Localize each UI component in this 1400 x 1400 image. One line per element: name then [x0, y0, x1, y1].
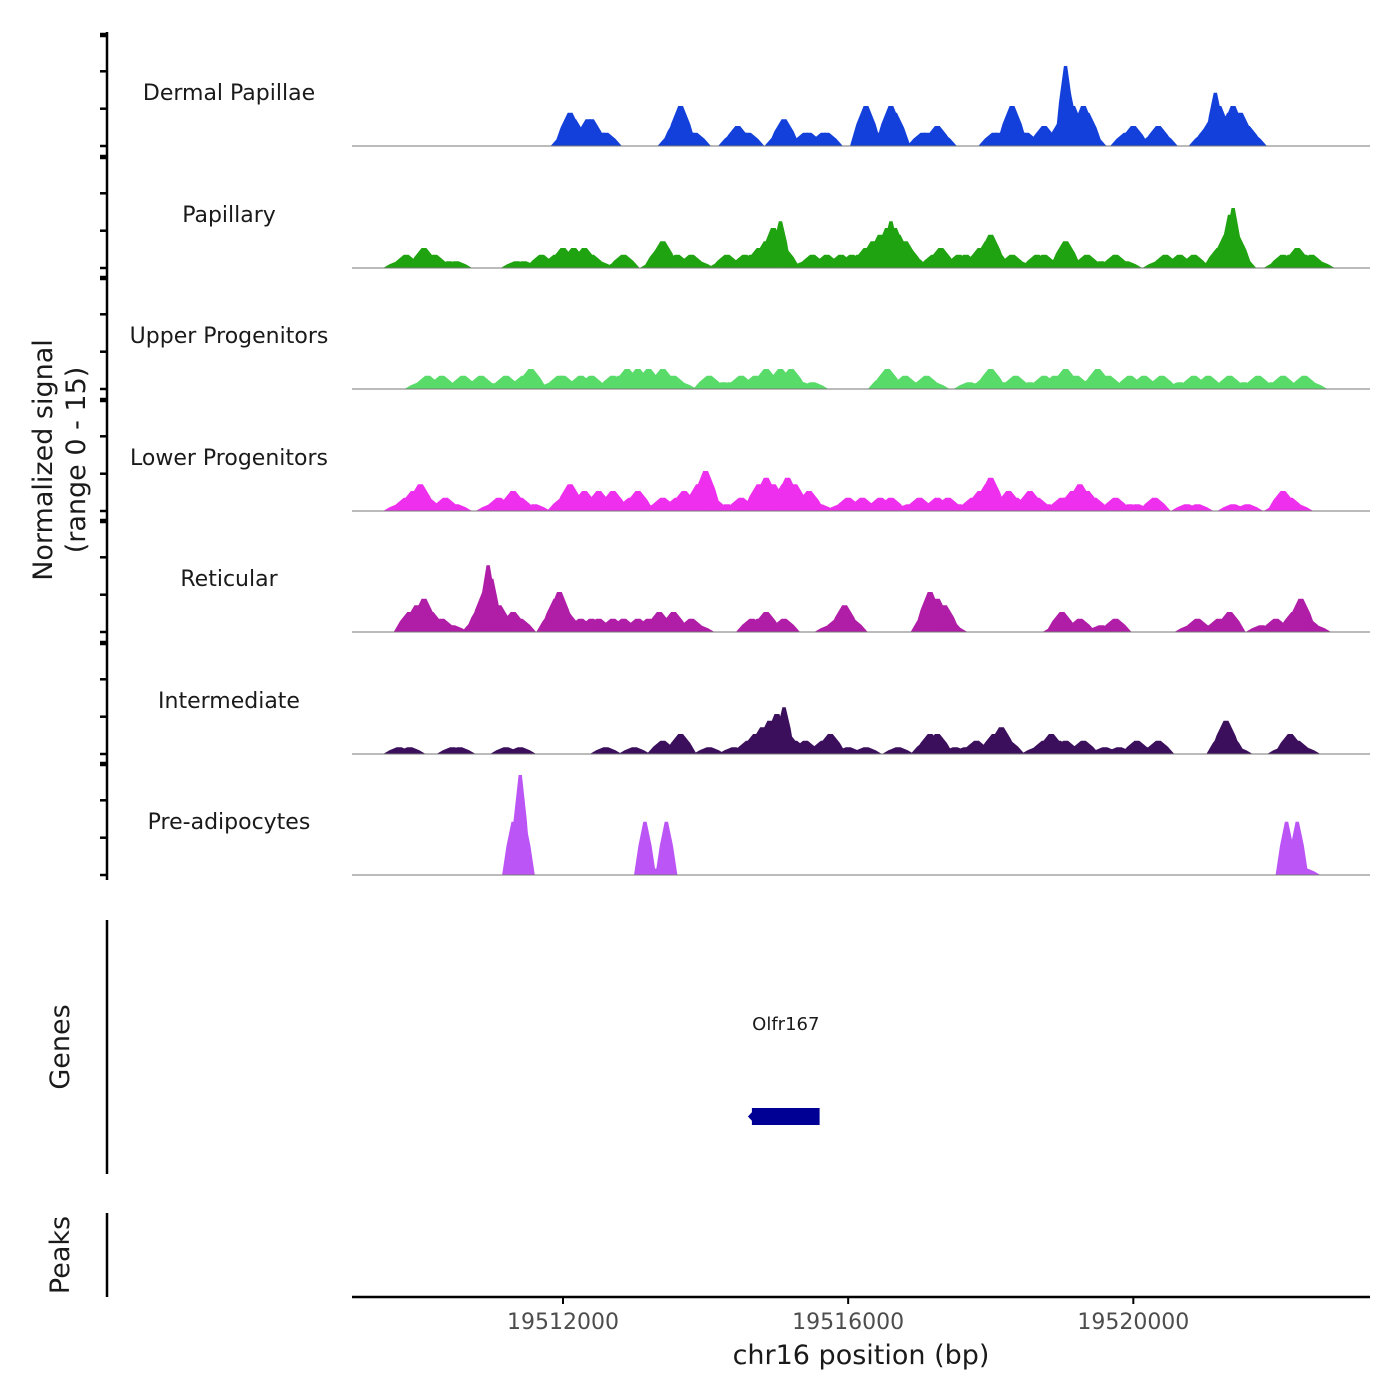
signal-peak: [1110, 261, 1143, 268]
signal-peak: [1117, 126, 1150, 146]
genes-track-label: Genes: [45, 1004, 76, 1089]
signal-peak: [655, 821, 678, 875]
signal-peak: [1067, 740, 1100, 754]
signal-peak: [440, 261, 473, 268]
signal-peak: [768, 618, 800, 632]
gene-strand-arrow: [747, 1109, 755, 1124]
signal-peak: [512, 821, 535, 875]
signal-peak: [664, 734, 697, 754]
track-label: Papillary: [182, 203, 276, 228]
signal-peak: [935, 625, 968, 632]
track-label: Pre-adipocytes: [148, 810, 311, 835]
signal-peak: [1234, 132, 1267, 146]
signal-peak: [1224, 254, 1257, 268]
signal-peak: [589, 747, 622, 754]
gene-body-Olfr167: [751, 1108, 820, 1125]
signal-peak: [440, 504, 473, 511]
signal-peak: [518, 504, 551, 511]
signal-peak: [514, 369, 547, 389]
track-intermediate: Intermediate: [158, 689, 1370, 755]
track-lower-progenitors: Lower Progenitors: [130, 446, 1370, 512]
track-label: Reticular: [180, 567, 278, 592]
signal-peak: [443, 747, 476, 754]
signal-peak: [835, 618, 868, 632]
track-label: Upper Progenitors: [130, 324, 329, 349]
signal-peak: [607, 254, 640, 268]
track-label: Lower Progenitors: [130, 446, 328, 471]
signal-peak: [678, 132, 711, 146]
signal-peak: [803, 504, 836, 511]
signal-peak: [589, 132, 622, 146]
signal-peak: [664, 382, 697, 389]
track-upper-progenitors: Upper Progenitors: [130, 324, 1370, 390]
signal-peak: [1302, 261, 1335, 268]
coverage-y-ticks: [100, 32, 107, 877]
signal-peak: [1142, 740, 1175, 754]
signal-peak: [810, 132, 843, 146]
signal-peak: [1099, 618, 1132, 632]
x-axis-label: chr16 position (bp): [733, 1340, 990, 1371]
x-tick-label: 19520000: [1077, 1310, 1189, 1335]
signal-peak: [1063, 618, 1096, 632]
signal-peak: [1145, 132, 1178, 146]
gene-name-label: Olfr167: [752, 1014, 819, 1035]
signal-peak: [1074, 132, 1107, 146]
signal-peak: [504, 747, 537, 754]
signal-peak: [1220, 747, 1253, 754]
signal-peak: [634, 821, 656, 875]
signal-peak: [1288, 747, 1321, 754]
signal-peak: [582, 261, 615, 268]
signal-peak: [1299, 625, 1332, 632]
signal-peak: [924, 132, 957, 146]
signal-peak: [682, 261, 715, 268]
signal-peak: [1286, 821, 1309, 875]
signal-peak: [1138, 497, 1171, 511]
signal-peak: [393, 747, 426, 754]
x-tick-label: 19512000: [507, 1310, 619, 1335]
track-reticular: Reticular: [180, 565, 1370, 633]
signal-peak: [878, 112, 911, 146]
track-papillary: Papillary: [182, 203, 1370, 269]
signal-peak: [1295, 382, 1328, 389]
coverage-tracks: Dermal Papillae Papillary Upper Progenitor…: [130, 66, 1370, 876]
signal-peak: [682, 625, 715, 632]
x-tick-label: 19516000: [792, 1310, 904, 1335]
signal-peak: [917, 382, 950, 389]
track-label: Dermal Papillae: [143, 81, 315, 106]
peaks-track-label: Peaks: [45, 1216, 76, 1294]
track-dermal-papillae: Dermal Papillae: [143, 66, 1370, 147]
signal-peak: [732, 132, 765, 146]
signal-peak: [693, 747, 726, 754]
signal-peak: [1181, 504, 1214, 511]
signal-peak: [1231, 504, 1264, 511]
y-axis-label-line1: Normalized signal: [28, 339, 59, 581]
track-label: Intermediate: [158, 689, 300, 714]
signal-peak: [436, 625, 469, 632]
y-axis-label-line2: (range 0 - 15): [61, 367, 92, 554]
signal-peak: [504, 618, 537, 632]
signal-peak: [1288, 868, 1321, 875]
signal-peak: [882, 747, 915, 754]
signal-peak: [618, 747, 651, 754]
track-pre-adipocytes: Pre-adipocytes: [148, 775, 1370, 876]
signal-peak: [992, 740, 1025, 754]
signal-peak: [796, 382, 829, 389]
signal-peak: [1213, 612, 1246, 632]
signal-peak: [850, 747, 882, 754]
x-axis-ticks: 19512000 19516000 19520000: [507, 1297, 1189, 1335]
signal-peak: [1281, 504, 1314, 511]
